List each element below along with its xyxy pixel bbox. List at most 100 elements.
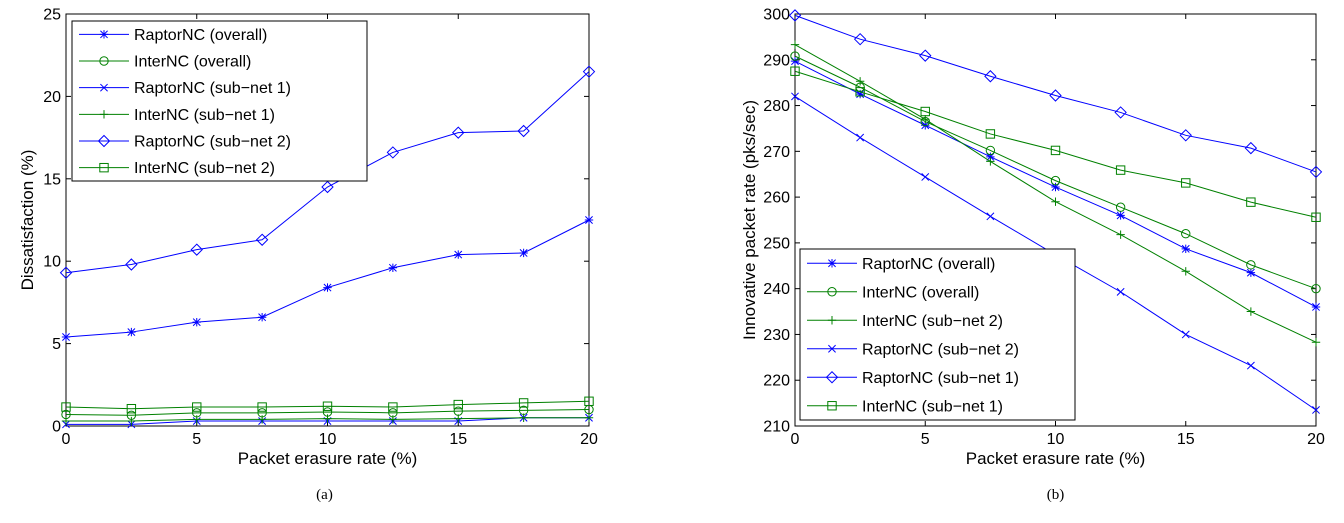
legend-marker	[99, 110, 109, 119]
data-point	[1244, 141, 1258, 155]
series-line	[65, 400, 590, 410]
data-point	[582, 65, 596, 78]
data-point	[127, 327, 136, 337]
data-point	[1050, 145, 1061, 156]
series-line	[65, 219, 590, 338]
data-point	[388, 263, 398, 272]
data-point	[1312, 406, 1320, 414]
data-point	[323, 414, 332, 423]
data-point	[454, 250, 463, 259]
data-point	[321, 180, 334, 194]
data-point	[921, 173, 930, 181]
legend-marker	[827, 287, 837, 297]
data-point	[1246, 197, 1256, 207]
data-point	[59, 266, 73, 279]
data-point	[1311, 338, 1321, 347]
data-point	[453, 399, 463, 410]
data-point	[1246, 307, 1256, 316]
data-point	[517, 124, 530, 138]
legend-entry: InterNC (sub−net 2)	[807, 313, 1003, 330]
x-tick-label: 15	[449, 431, 467, 448]
data-point	[985, 129, 996, 139]
data-point	[386, 146, 400, 159]
legend-label: RaptorNC (overall)	[862, 256, 995, 273]
data-point	[1051, 197, 1060, 206]
data-point	[127, 416, 136, 426]
legend-entry: InterNC (sub−net 1)	[807, 398, 1003, 415]
y-axis-label: Dissatisfaction (%)	[18, 150, 37, 291]
legend-label: InterNC (overall)	[134, 54, 251, 71]
y-tick-label: 0	[52, 419, 61, 436]
legend-label: InterNC (overall)	[862, 284, 979, 301]
y-tick-label: 210	[763, 419, 790, 436]
x-tick-label: 10	[1047, 431, 1065, 448]
legend-marker	[828, 344, 836, 353]
data-point	[519, 413, 528, 422]
data-point	[1181, 244, 1190, 254]
x-tick-label: 20	[580, 431, 598, 448]
legend-label: RaptorNC (sub−net 2)	[862, 341, 1019, 358]
legend: RaptorNC (overall) InterNC (overall) Inter…	[799, 248, 1076, 421]
legend-entry: RaptorNC (overall)	[807, 256, 995, 273]
series-5	[790, 66, 1321, 222]
data-point	[323, 283, 332, 292]
data-point	[1114, 106, 1127, 119]
chart-a: 0 5 10 15 20 0 5 10 15 20 25 Packet erasure rate (%…	[18, 7, 598, 504]
series-5	[61, 396, 594, 414]
data-point	[1311, 283, 1321, 294]
y-tick-label: 220	[763, 373, 790, 390]
x-tick-label: 0	[62, 431, 71, 448]
data-point	[986, 212, 995, 221]
data-point	[1051, 182, 1060, 192]
y-tick-label: 20	[43, 89, 61, 106]
data-point	[584, 396, 594, 406]
legend-marker	[827, 401, 837, 411]
data-point	[855, 87, 865, 97]
legend-label: RaptorNC (sub−net 2)	[134, 134, 291, 151]
data-point	[61, 416, 71, 426]
y-tick-label: 25	[43, 7, 61, 24]
legend-entry: InterNC (overall)	[79, 54, 251, 71]
legend-label: InterNC (sub−net 1)	[134, 107, 275, 124]
series-3	[61, 413, 594, 426]
x-axis-label: Packet erasure rate (%)	[238, 449, 418, 468]
series-line	[794, 14, 1317, 173]
figure-caption: (b)	[1047, 487, 1065, 503]
series-line	[65, 71, 590, 274]
data-point	[788, 9, 802, 22]
legend-marker	[97, 134, 111, 148]
data-point	[1116, 230, 1125, 239]
data-point	[192, 317, 201, 327]
data-point	[986, 152, 995, 162]
data-point	[125, 258, 138, 271]
data-point	[452, 126, 465, 139]
data-point	[1246, 361, 1255, 370]
legend-entry: RaptorNC (sub−net 1)	[79, 80, 291, 97]
data-point	[790, 66, 800, 76]
data-point	[919, 49, 932, 62]
x-tick-label: 0	[791, 431, 800, 448]
data-point	[1311, 302, 1321, 312]
legend-label: InterNC (sub−net 2)	[862, 313, 1003, 330]
y-tick-label: 5	[52, 336, 61, 353]
data-point	[1181, 229, 1191, 239]
legend-label: RaptorNC (sub−net 1)	[134, 80, 291, 97]
legend-marker	[827, 316, 837, 325]
data-point	[192, 402, 202, 412]
y-tick-label: 15	[43, 171, 61, 188]
legend-marker	[99, 162, 109, 173]
data-point	[790, 51, 800, 61]
series-line	[794, 70, 1317, 218]
y-axis-label: Innovative packet rate (pks/sec)	[740, 100, 759, 340]
data-point	[1246, 268, 1256, 277]
legend-entry: RaptorNC (sub−net 1)	[807, 370, 1019, 387]
data-point	[1050, 175, 1061, 186]
y-tick-label: 270	[763, 144, 790, 161]
data-point	[584, 215, 594, 225]
x-tick-label: 20	[1307, 431, 1325, 448]
data-point	[454, 414, 463, 423]
data-point	[985, 145, 996, 156]
data-point	[190, 243, 203, 256]
legend-marker	[825, 371, 839, 384]
